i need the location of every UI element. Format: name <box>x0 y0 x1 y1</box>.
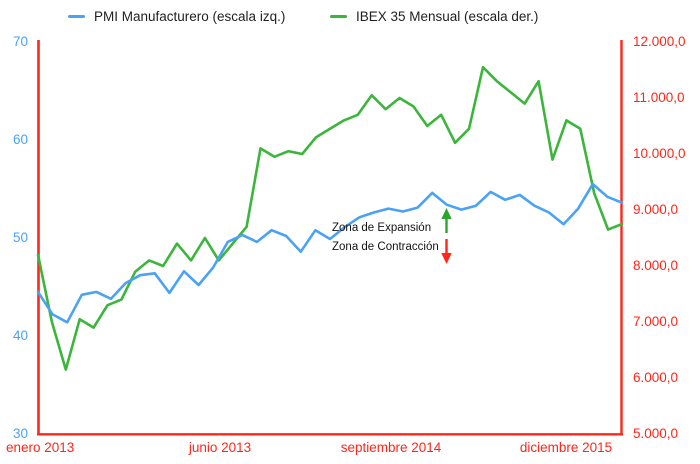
bottom-axis-tick: junio 2013 <box>188 440 252 455</box>
right-axis-tick: 7.000,0 <box>633 314 679 329</box>
right-axis-tick: 10.000,0 <box>633 146 686 161</box>
left-axis-tick: 50 <box>12 230 28 245</box>
right-axis-tick: 5.000,0 <box>633 426 679 441</box>
bottom-axis-tick: diciembre 2015 <box>519 440 613 455</box>
contraction-arrow-icon <box>441 239 452 264</box>
ibex-line <box>36 65 624 371</box>
ibex-legend-dash-icon <box>330 14 347 18</box>
pmi-legend-dash-icon <box>68 14 85 18</box>
expansion-arrow-icon <box>441 208 452 233</box>
right-axis-tick: 9.000,0 <box>633 202 679 217</box>
pmi-legend-label: PMI Manufacturero (escala izq.) <box>94 8 286 24</box>
expansion-zone-label: Zona de Expansión <box>332 222 432 234</box>
right-axis-tick: 12.000,0 <box>633 34 686 49</box>
legend-item-ibex: IBEX 35 Mensual (escala der.) <box>330 7 538 25</box>
ibex-legend-label: IBEX 35 Mensual (escala der.) <box>356 8 539 24</box>
bottom-axis-tick: enero 2013 <box>6 440 75 455</box>
left-axis-tick: 30 <box>12 426 28 441</box>
right-axis-tick: 11.000,0 <box>633 90 685 105</box>
legend-item-pmi: PMI Manufacturero (escala izq.) <box>68 7 285 25</box>
left-axis-tick: 60 <box>12 132 28 147</box>
pmi-line <box>36 182 624 324</box>
right-axis-tick: 8.000,0 <box>633 258 679 273</box>
left-axis-tick: 40 <box>12 328 28 343</box>
contraction-zone-label: Zona de Contracción <box>332 241 439 253</box>
right-axis-tick: 6.000,0 <box>633 370 679 385</box>
bottom-axis-tick: septiembre 2014 <box>340 440 442 455</box>
left-axis-tick: 70 <box>12 34 28 49</box>
